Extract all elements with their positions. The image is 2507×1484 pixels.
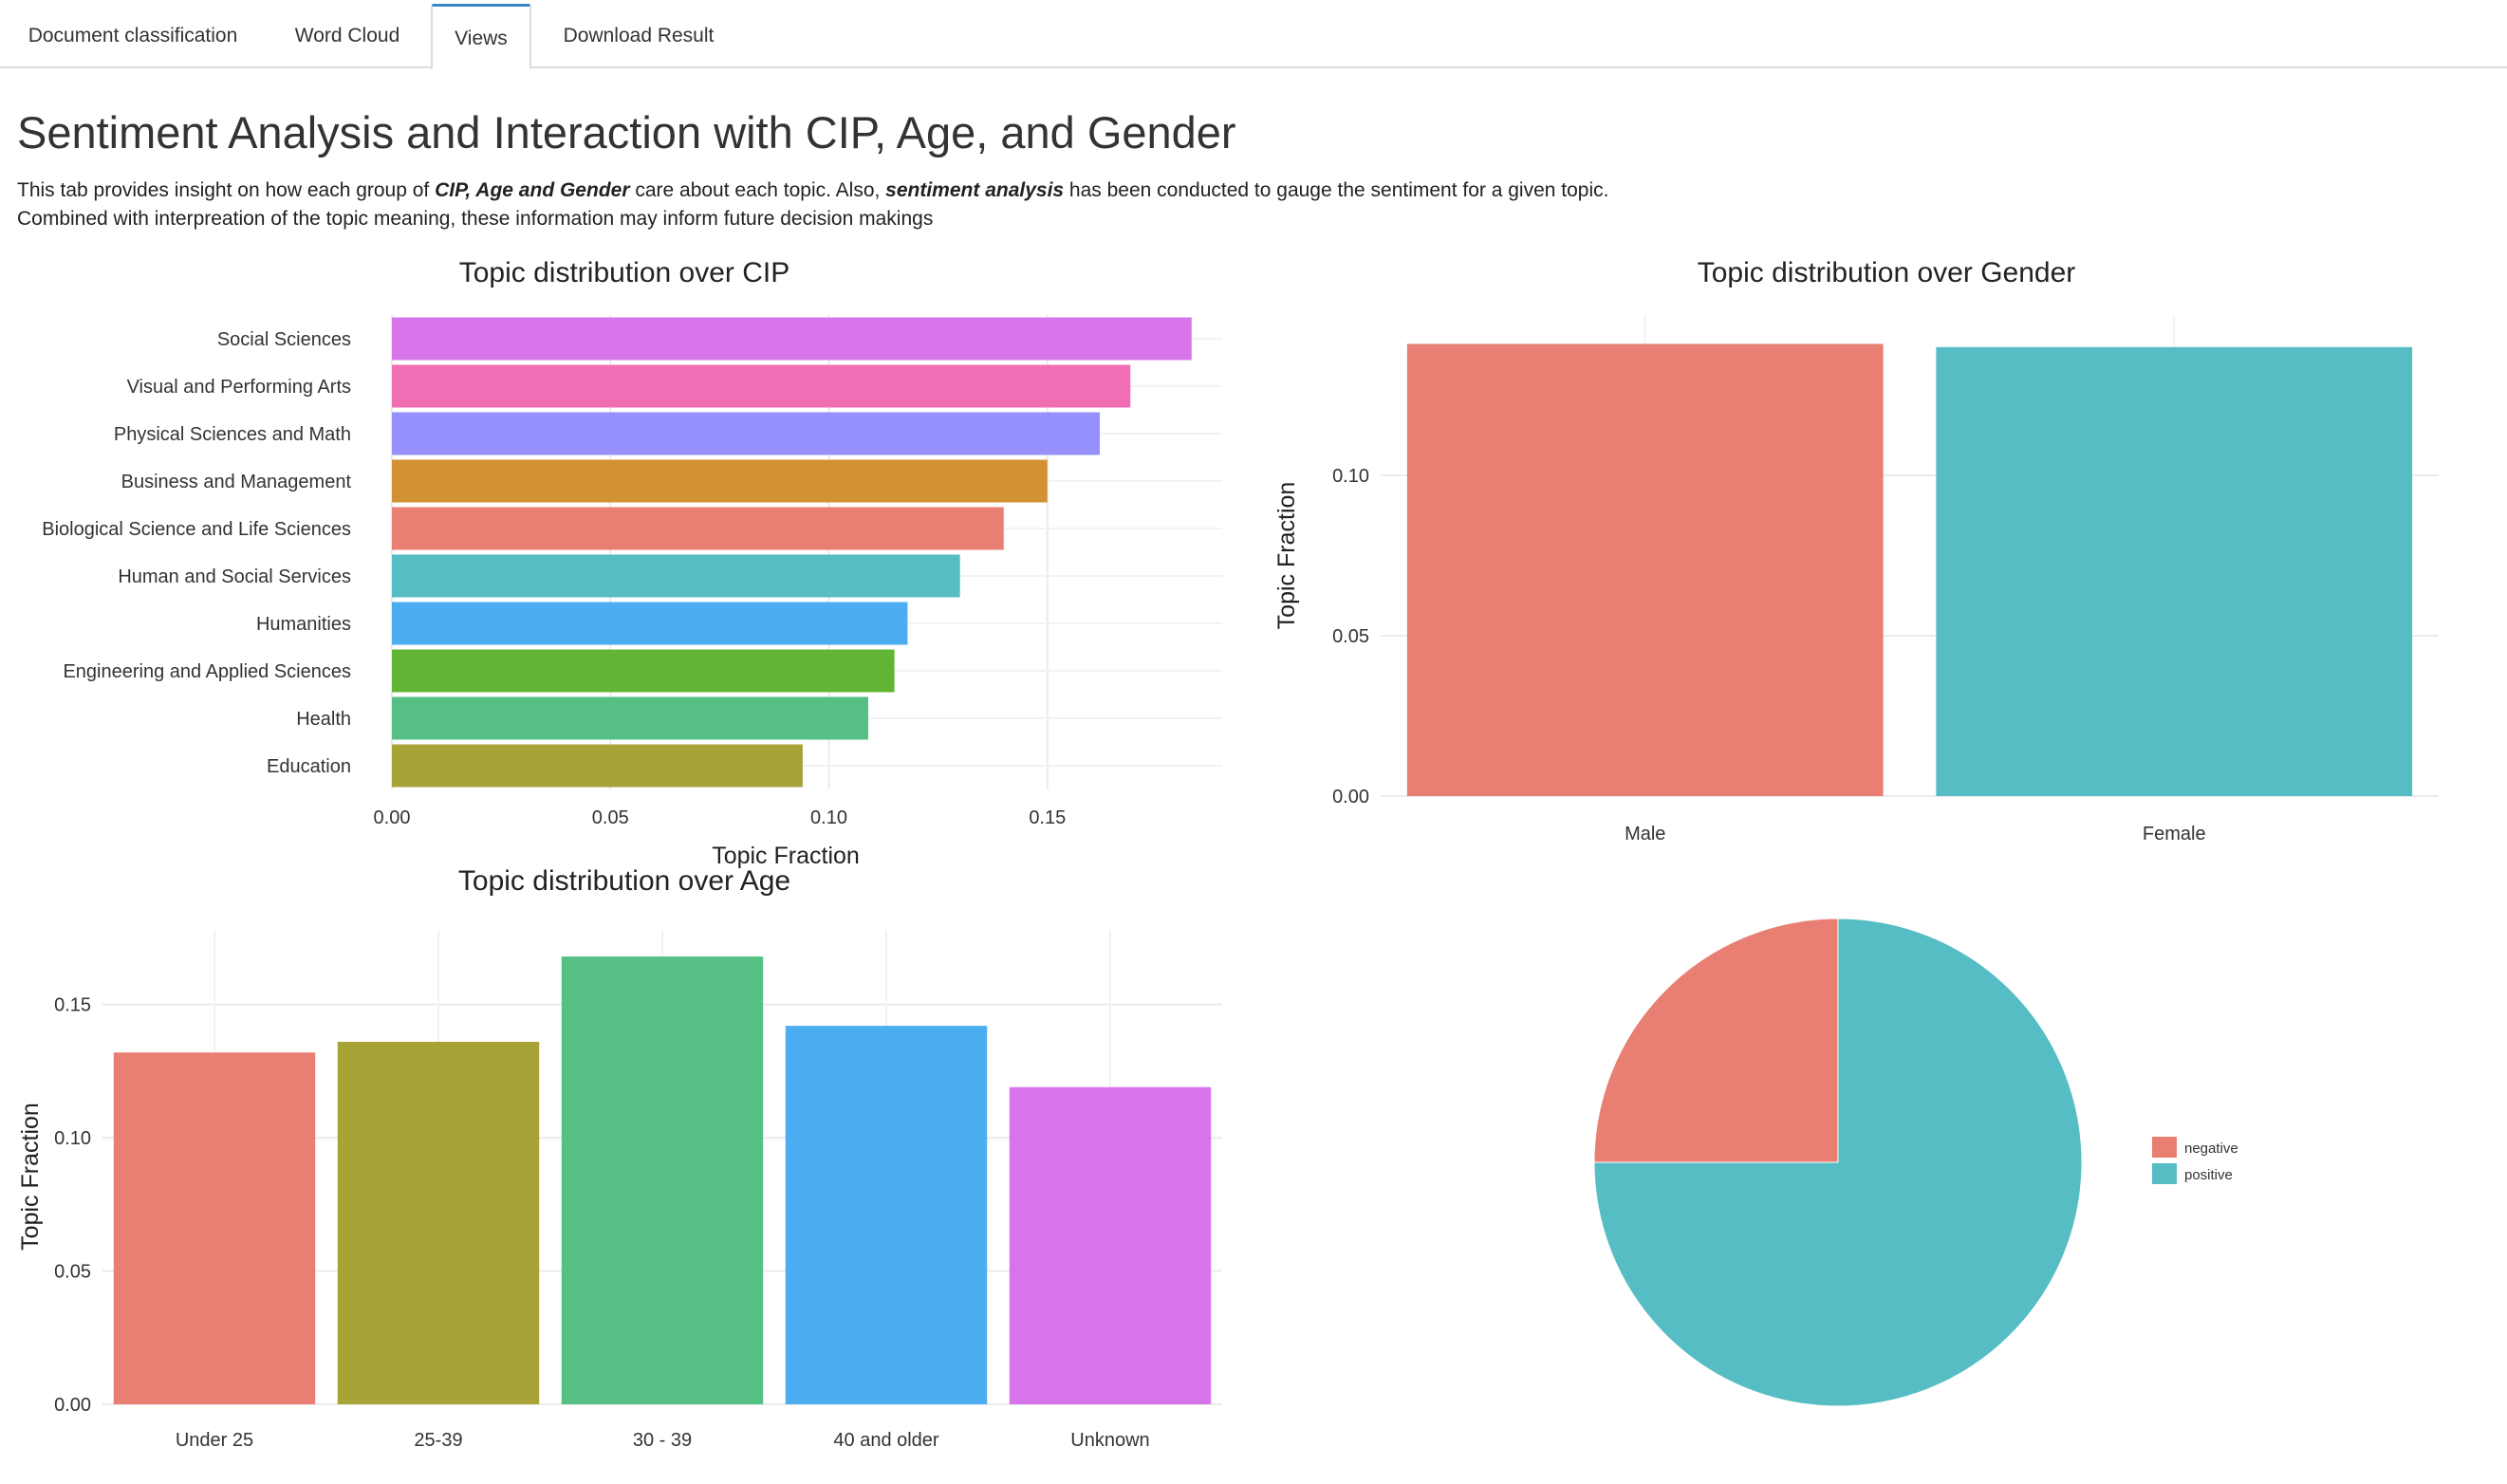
y-tick-label: Business and Management: [121, 472, 352, 492]
x-tick-label: Male: [1625, 824, 1665, 844]
x-tick-label: 0.00: [374, 807, 411, 828]
y-tick-label: 0.00: [54, 1395, 91, 1416]
tab-views[interactable]: Views: [431, 4, 531, 70]
chart-title: Topic distribution over Gender: [1698, 257, 2076, 288]
x-tick-label: Under 25: [176, 1430, 253, 1451]
bar: [392, 696, 868, 740]
intro-text-part: care about each topic. Also,: [629, 179, 886, 201]
bar: [337, 1041, 540, 1404]
chart-title: Topic distribution over CIP: [459, 257, 790, 288]
tab-download-result[interactable]: Download Result: [563, 25, 715, 46]
intro-text-part: This tab provides insight on how each gr…: [17, 179, 436, 201]
bar: [392, 317, 1192, 361]
bar: [392, 459, 1048, 503]
x-tick-label: 0.05: [592, 807, 629, 828]
page-title: Sentiment Analysis and Interaction with …: [17, 107, 1236, 158]
bar: [392, 649, 895, 693]
bar: [1406, 343, 1884, 796]
y-axis-label: Topic Fraction: [1273, 482, 1300, 630]
intro-text: This tab provides insight on how each gr…: [17, 176, 1915, 233]
y-tick-label: Humanities: [256, 614, 351, 635]
legend-swatch: [2152, 1163, 2177, 1184]
x-tick-label: 30 - 39: [633, 1430, 692, 1451]
pie-slice: [1593, 918, 1839, 1163]
bar: [1009, 1086, 1212, 1404]
intro-emphasis-sentiment: sentiment analysis: [885, 179, 1065, 201]
y-tick-label: 0.05: [54, 1262, 91, 1283]
bar: [785, 1026, 988, 1404]
intro-text-part: has been conducted to gauge the sentimen…: [1064, 179, 1609, 201]
bar: [392, 554, 960, 598]
tab-document-classification[interactable]: Document classification: [28, 25, 238, 46]
bar: [392, 364, 1131, 408]
y-tick-label: 0.05: [1332, 626, 1369, 647]
y-tick-label: Human and Social Services: [118, 566, 351, 587]
y-tick-label: Visual and Performing Arts: [127, 377, 351, 398]
x-tick-label: Female: [2143, 824, 2206, 844]
y-tick-label: Education: [267, 756, 351, 777]
y-tick-label: 0.00: [1332, 787, 1369, 807]
legend-swatch: [2152, 1137, 2177, 1158]
bar: [392, 412, 1101, 455]
bar: [392, 744, 803, 788]
chart-cip: Topic distribution over CIP 0.00 0.05 0.10 0…: [42, 257, 1222, 869]
bar: [1936, 346, 2413, 796]
bar: [392, 602, 908, 645]
x-tick-label: 25-39: [414, 1430, 462, 1451]
y-axis-label: Topic Fraction: [17, 1103, 44, 1251]
bar: [392, 507, 1004, 550]
bar: [113, 1052, 316, 1404]
intro-line-1: This tab provides insight on how each gr…: [17, 176, 1915, 205]
legend-label: negative: [2184, 1141, 2238, 1157]
y-tick-label: 0.15: [54, 995, 91, 1016]
chart-sentiment-pie: negative positive: [1593, 918, 2238, 1407]
y-tick-label: Biological Science and Life Sciences: [42, 519, 351, 540]
tab-bar: Document classification Word Cloud Views…: [0, 0, 2507, 70]
tab-word-cloud[interactable]: Word Cloud: [294, 25, 400, 46]
intro-emphasis-groups: CIP, Age and Gender: [435, 179, 630, 201]
bar: [561, 956, 764, 1404]
x-tick-label: 40 and older: [833, 1430, 939, 1451]
y-tick-label: 0.10: [1332, 466, 1369, 487]
y-tick-label: 0.10: [54, 1128, 91, 1149]
y-tick-label: Social Sciences: [217, 329, 351, 350]
intro-line-2: Combined with interpreation of the topic…: [17, 208, 934, 230]
x-tick-label: 0.10: [810, 807, 847, 828]
x-tick-label: 0.15: [1029, 807, 1066, 828]
legend-label: positive: [2184, 1167, 2233, 1183]
y-tick-label: Health: [296, 709, 351, 730]
y-tick-label: Physical Sciences and Math: [114, 424, 351, 445]
y-tick-label: Engineering and Applied Sciences: [63, 661, 351, 682]
chart-gender: Topic distribution over Gender 0.00 0.05 0.…: [1273, 257, 2439, 844]
chart-title: Topic distribution over Age: [458, 865, 790, 897]
x-axis-label: Topic Fraction: [712, 843, 860, 869]
pie-slice: [1593, 918, 2083, 1407]
chart-age: Topic distribution over Age 0.00 0.05 0.10 0…: [17, 865, 1222, 1451]
x-tick-label: Unknown: [1070, 1430, 1149, 1451]
